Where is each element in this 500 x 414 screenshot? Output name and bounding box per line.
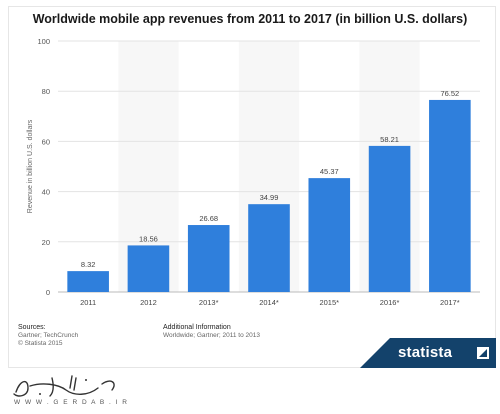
chart-title: Worldwide mobile app revenues from 2011 … — [32, 12, 468, 26]
bar-2011 — [67, 271, 109, 292]
bar-2014 — [248, 204, 290, 292]
y-tick-label: 60 — [42, 137, 50, 146]
x-tick-label: 2012 — [140, 298, 157, 307]
bar-value-label: 58.21 — [380, 135, 399, 144]
x-tick-label: 2011 — [80, 298, 96, 307]
watermark-text: W W W . G E R D A B . I R — [14, 399, 129, 406]
x-tick-label: 2013* — [199, 298, 219, 307]
x-tick-label: 2015* — [319, 298, 339, 307]
y-tick-label: 20 — [42, 238, 50, 247]
y-tick-label: 40 — [42, 188, 50, 197]
bar-value-label: 76.52 — [440, 89, 459, 98]
sources-line-1: Gartner; TechCrunch — [18, 332, 79, 339]
x-tick-label: 2014* — [259, 298, 279, 307]
statista-logo-icon — [477, 347, 489, 359]
additional-info-line-1: Worldwide; Gartner; 2011 to 2013 — [163, 332, 260, 339]
bar-2013 — [187, 225, 230, 292]
calligraphy-logo-icon — [13, 375, 115, 397]
bar-2016 — [368, 145, 411, 292]
bar-2017 — [429, 99, 471, 292]
y-tick-label: 80 — [42, 87, 50, 96]
sources-line-2: © Statista 2015 — [18, 340, 63, 347]
bar-value-label: 26.68 — [199, 214, 218, 223]
sources-block: Sources: Gartner; TechCrunch © Statista … — [18, 324, 78, 348]
bar-value-label: 8.32 — [81, 260, 96, 269]
x-tick-label: 2016* — [380, 298, 400, 307]
y-axis-label: Revenue in billion U.S. dollars — [27, 119, 34, 213]
y-tick-label: 0 — [46, 288, 50, 297]
bar-value-label: 34.99 — [260, 193, 279, 202]
additional-info-heading: Additional Information — [163, 324, 231, 331]
bar-2012 — [127, 245, 170, 292]
bar-value-label: 45.37 — [320, 167, 339, 176]
additional-info-block: Additional Information Worldwide; Gartne… — [163, 324, 260, 340]
sources-heading: Sources: — [18, 324, 46, 331]
y-tick-label: 100 — [37, 37, 50, 46]
x-tick-label: 2017* — [440, 298, 460, 307]
bar-value-label: 18.56 — [139, 234, 158, 243]
bar-2015 — [308, 178, 351, 292]
statista-logo[interactable]: statista — [360, 338, 496, 368]
statista-logo-text: statista — [398, 344, 453, 361]
